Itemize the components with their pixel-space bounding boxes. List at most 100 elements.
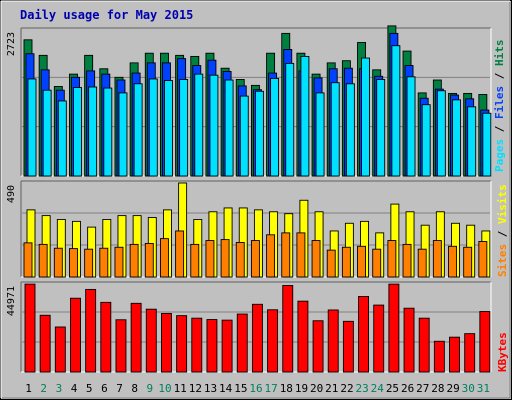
- sites-bar: [417, 248, 427, 278]
- sites-bar: [129, 243, 139, 278]
- kbytes-bar: [206, 319, 218, 373]
- kbytes-bar: [100, 301, 112, 373]
- kbytes-bar: [54, 326, 66, 373]
- pages-bar: [330, 82, 340, 177]
- x-tick-label: 2: [40, 382, 47, 395]
- legend-files: Files: [493, 86, 506, 119]
- kbytes-bar: [403, 307, 415, 373]
- pages-bar: [315, 92, 325, 177]
- pages-bar: [42, 89, 52, 177]
- kbytes-bar: [433, 340, 445, 373]
- kbytes-bar: [161, 313, 172, 373]
- kbytes-ymax-label: 44971: [6, 286, 17, 316]
- x-tick-label: 22: [340, 382, 353, 395]
- kbytes-bar: [70, 297, 81, 373]
- pages-bar: [224, 79, 234, 177]
- x-tick-label: 28: [431, 382, 444, 395]
- x-tick-label: 20: [310, 382, 323, 395]
- pages-bar: [270, 77, 280, 177]
- sites-bar: [38, 243, 48, 278]
- sites-bar: [296, 232, 306, 278]
- kbytes-bar: [282, 285, 294, 373]
- x-tick-label: 18: [280, 382, 293, 395]
- kbytes-bar: [115, 319, 127, 373]
- pages-bar: [254, 90, 264, 177]
- sites-bar: [432, 240, 442, 278]
- sites-bar: [69, 248, 78, 278]
- pages-bar: [285, 62, 295, 177]
- sites-bar: [250, 240, 260, 278]
- x-tick-label: 31: [477, 382, 490, 395]
- sites-bar: [190, 243, 200, 278]
- x-tick-label: 12: [189, 382, 202, 395]
- sites-bar: [99, 247, 109, 278]
- kbytes-bar: [24, 283, 36, 373]
- x-tick-label: 17: [265, 382, 278, 395]
- x-tick-label: 10: [158, 382, 171, 395]
- pages-bar: [103, 87, 113, 177]
- pages-bar: [467, 106, 477, 177]
- legend-pages: Pages: [493, 139, 506, 172]
- x-tick-label: 5: [86, 382, 93, 395]
- kbytes-bar: [388, 283, 400, 373]
- sites-bar: [84, 248, 94, 278]
- legend-kbytes: KBytes: [496, 332, 509, 372]
- sites-bar: [402, 243, 412, 278]
- sites-bar: [220, 239, 230, 278]
- sites-bar: [478, 241, 488, 278]
- pages-bar: [133, 83, 143, 177]
- kbytes-bar: [418, 317, 430, 373]
- sites-bar: [311, 240, 321, 278]
- x-tick-label: 8: [131, 382, 138, 395]
- sites-bar: [144, 242, 154, 278]
- sites-bar: [175, 230, 185, 278]
- sites-bar: [387, 240, 397, 278]
- sites-bar: [372, 248, 382, 278]
- kbytes-bar: [297, 300, 309, 373]
- pages-bar: [345, 83, 355, 177]
- pages-bar: [194, 73, 204, 177]
- kbytes-bar: [145, 308, 157, 373]
- legend-sep: /: [496, 224, 509, 244]
- kbytes-bar: [479, 311, 491, 373]
- pages-bar: [118, 92, 128, 177]
- x-tick-label: 15: [234, 382, 247, 395]
- sites-bar: [281, 232, 291, 278]
- x-tick-label: 29: [446, 382, 459, 395]
- visits-legend: Sites / Visits: [496, 184, 509, 277]
- sites-bar: [53, 247, 63, 278]
- pages-bar: [482, 112, 492, 177]
- kbytes-bar: [358, 296, 369, 373]
- kbytes-bar: [39, 314, 51, 373]
- x-tick-label: 25: [386, 382, 399, 395]
- sites-bar: [23, 242, 33, 278]
- x-tick-label: 16: [249, 382, 262, 395]
- chart-title: Daily usage for May 2015: [20, 8, 193, 22]
- kbytes-bar: [251, 303, 263, 373]
- sites-bar: [114, 246, 124, 278]
- pages-bar: [88, 86, 98, 177]
- x-tick-label: 13: [204, 382, 217, 395]
- sites-bar: [266, 234, 276, 278]
- pages-bar: [239, 95, 249, 177]
- legend-sites: Sites: [496, 244, 509, 277]
- pages-bar: [73, 87, 82, 177]
- x-tick-label: 1: [25, 382, 32, 395]
- kbytes-bar: [236, 313, 248, 373]
- x-tick-label: 14: [219, 382, 233, 395]
- sites-bar: [235, 242, 245, 278]
- visits-ymax-label: 490: [6, 185, 17, 203]
- kbytes-bar: [191, 317, 203, 373]
- sites-bar: [463, 246, 473, 278]
- x-tick-label: 27: [416, 382, 429, 395]
- sites-bar: [357, 245, 366, 278]
- sites-bar: [341, 246, 351, 278]
- x-tick-label: 24: [371, 382, 385, 395]
- sites-bar: [205, 240, 215, 278]
- pages-bar: [27, 78, 37, 177]
- kbytes-bar: [267, 309, 279, 373]
- x-tick-label: 19: [295, 382, 308, 395]
- sites-bar: [160, 238, 169, 278]
- x-tick-label: 23: [356, 382, 369, 395]
- pages-bar: [209, 74, 219, 177]
